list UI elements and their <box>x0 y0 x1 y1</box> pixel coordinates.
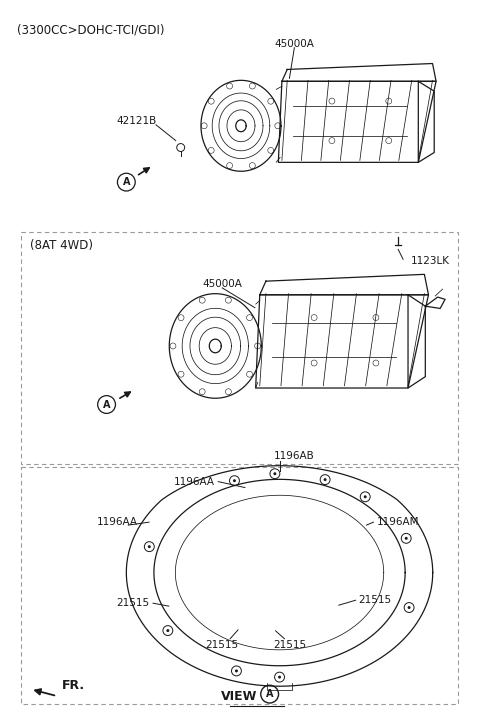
Text: FR.: FR. <box>62 679 85 692</box>
Text: 1196AM: 1196AM <box>376 517 419 527</box>
Circle shape <box>324 478 327 481</box>
Text: (8AT 4WD): (8AT 4WD) <box>31 239 93 252</box>
Text: 42121B: 42121B <box>116 116 157 126</box>
Circle shape <box>148 545 151 548</box>
Text: 21515: 21515 <box>205 640 239 650</box>
Text: A: A <box>123 177 130 187</box>
Text: 1196AA: 1196AA <box>174 477 215 486</box>
Circle shape <box>166 629 169 632</box>
Circle shape <box>278 675 281 678</box>
Text: 21515: 21515 <box>116 598 149 608</box>
Circle shape <box>408 606 411 609</box>
Text: A: A <box>266 689 274 699</box>
Text: 21515: 21515 <box>273 640 306 650</box>
Circle shape <box>235 670 238 672</box>
Text: A: A <box>103 400 110 409</box>
Circle shape <box>274 473 276 475</box>
Text: 1196AB: 1196AB <box>274 451 315 461</box>
Circle shape <box>233 479 236 482</box>
Text: VIEW: VIEW <box>221 690 258 703</box>
Text: 1123LK: 1123LK <box>411 256 450 266</box>
Text: (3300CC>DOHC-TCI/GDI): (3300CC>DOHC-TCI/GDI) <box>17 24 164 37</box>
Circle shape <box>405 537 408 540</box>
Text: 45000A: 45000A <box>202 279 242 289</box>
Text: 21515: 21515 <box>359 595 392 605</box>
Circle shape <box>364 495 367 498</box>
Text: 1196AA: 1196AA <box>97 517 137 527</box>
Text: 45000A: 45000A <box>274 39 314 49</box>
